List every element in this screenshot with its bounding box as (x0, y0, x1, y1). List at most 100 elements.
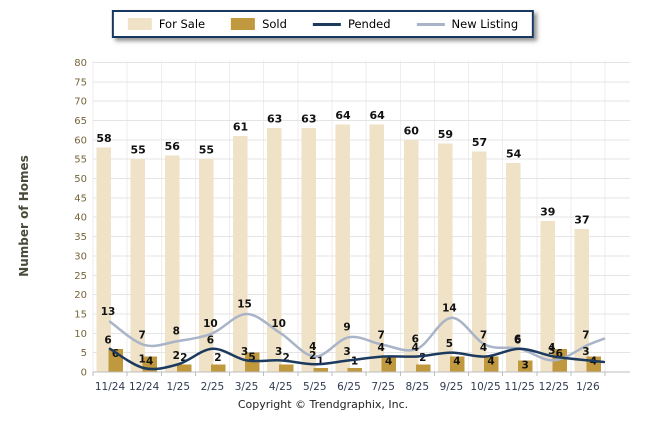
for-sale-bar (198, 159, 214, 372)
sold-value-label: 1 (317, 356, 324, 368)
y-tick-label: 5 (81, 348, 87, 359)
new-listing-line (108, 312, 606, 362)
legend-label-new-listing: New Listing (451, 17, 519, 31)
for-sale-value-label: 63 (301, 113, 316, 126)
y-tick-label: 35 (74, 232, 87, 243)
y-tick-label: 65 (74, 116, 87, 127)
pended-value-label: 1 (138, 354, 145, 366)
sold-value-label: 4 (385, 356, 392, 368)
sold-bar (518, 360, 533, 372)
for-sale-bar (506, 163, 521, 372)
x-tick-label: 1/25 (166, 381, 190, 393)
legend-item-sold: Sold (231, 17, 287, 31)
pended-value-label: 3 (582, 346, 589, 358)
new-listing-value-label: 7 (582, 329, 589, 341)
for-sale-value-label: 63 (267, 113, 282, 126)
pended-value-label: 5 (446, 338, 453, 350)
new-listing-value-label: 9 (343, 322, 350, 334)
for-sale-bar (301, 128, 316, 372)
for-sale-value-label: 55 (130, 144, 145, 157)
sold-bar (279, 364, 294, 372)
sold-value-label: 2 (419, 352, 426, 364)
sold-swatch-icon (231, 18, 256, 30)
for-sale-bar (472, 151, 487, 372)
legend-label-for-sale: For Sale (158, 17, 206, 31)
y-tick-label: 60 (74, 135, 87, 146)
pended-value-label: 3 (241, 346, 248, 358)
pended-value-label: 3 (275, 346, 282, 358)
sold-value-label: 5 (248, 352, 255, 364)
sold-value-label: 3 (522, 359, 529, 371)
for-sale-value-label: 57 (472, 136, 487, 149)
x-tick-label: 1/26 (576, 381, 600, 393)
sold-bar (484, 356, 499, 372)
x-tick-label: 12/24 (129, 381, 160, 393)
new-listing-value-label: 6 (412, 333, 419, 345)
sold-bar (245, 352, 260, 372)
for-sale-value-label: 59 (438, 128, 453, 141)
pended-line (108, 347, 606, 371)
sold-value-label: 2 (180, 352, 187, 364)
y-tick-label: 40 (74, 213, 87, 224)
for-sale-value-label: 55 (199, 144, 214, 157)
new-listing-value-label: 7 (377, 329, 384, 341)
chart-legend: For Sale Sold Pended New Listing (111, 10, 535, 38)
new-listing-value-label: 3 (548, 345, 555, 357)
for-sale-value-label: 61 (233, 120, 248, 133)
x-tick-label: 6/25 (337, 381, 361, 393)
x-tick-label: 8/25 (405, 381, 429, 393)
for-sale-bar (574, 228, 589, 372)
y-tick-label: 80 (74, 58, 87, 69)
for-sale-value-label: 37 (574, 213, 589, 226)
y-tick-label: 45 (74, 193, 87, 204)
for-sale-value-label: 56 (165, 140, 181, 153)
y-tick-label: 25 (74, 271, 87, 282)
y-tick-label: 70 (74, 97, 87, 108)
for-sale-bar (164, 155, 180, 372)
for-sale-value-label: 58 (96, 132, 111, 145)
pended-value-label: 3 (343, 346, 350, 358)
for-sale-value-label: 39 (540, 206, 555, 219)
sold-bar (415, 364, 431, 372)
for-sale-bar (540, 221, 555, 372)
sold-value-label: 4 (487, 356, 494, 368)
for-sale-value-label: 64 (335, 109, 351, 122)
for-sale-bar (403, 139, 419, 372)
pended-value-label: 2 (309, 350, 316, 362)
new-listing-value-label: 14 (442, 302, 457, 314)
sold-value-label: 6 (556, 348, 563, 360)
y-tick-label: 10 (74, 329, 87, 340)
sold-bar (313, 368, 328, 372)
legend-item-new-listing: New Listing (416, 17, 519, 31)
new-listing-value-label: 10 (203, 318, 218, 330)
sold-bar (347, 368, 362, 372)
legend-item-for-sale: For Sale (127, 17, 206, 31)
for-sale-bar (369, 124, 385, 372)
legend-label-pended: Pended (347, 17, 391, 31)
y-tick-label: 30 (74, 251, 87, 262)
for-sale-bar (437, 143, 453, 372)
sold-bar (449, 356, 465, 372)
sold-value-label: 4 (146, 356, 153, 368)
sold-value-label: 2 (214, 352, 221, 364)
x-tick-label: 7/25 (371, 381, 395, 393)
sold-bar (381, 356, 397, 372)
new-listing-value-label: 8 (173, 326, 180, 338)
for-sale-bar (233, 135, 248, 372)
copyright-footer: Copyright © Trendgraphix, Inc. (237, 398, 409, 411)
y-tick-label: 15 (74, 309, 87, 320)
for-sale-bar (96, 147, 111, 372)
y-tick-label: 0 (81, 368, 87, 379)
for-sale-swatch-icon (127, 18, 152, 30)
x-tick-label: 5/25 (303, 381, 327, 393)
pended-value-label: 4 (548, 342, 555, 354)
new-listing-value-label: 15 (237, 298, 252, 310)
for-sale-value-label: 54 (506, 148, 522, 161)
pended-value-label: 4 (412, 342, 419, 354)
pended-value-label: 2 (173, 350, 180, 362)
x-tick-label: 10/25 (470, 381, 500, 393)
new-listing-value-label: 4 (309, 341, 316, 353)
y-tick-label: 55 (74, 155, 87, 166)
